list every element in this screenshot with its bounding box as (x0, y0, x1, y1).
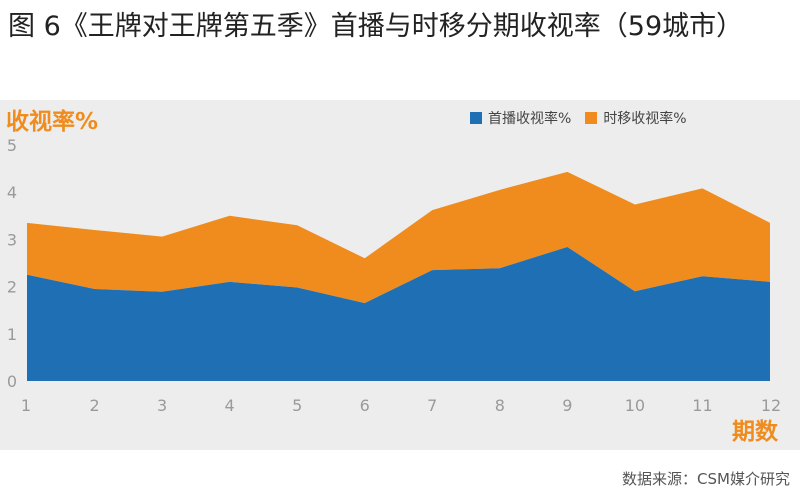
area-first-broadcast (27, 246, 770, 381)
x-tick-label: 6 (360, 396, 370, 415)
x-tick-label: 3 (157, 396, 167, 415)
x-tick-label: 7 (427, 396, 437, 415)
x-tick-label: 5 (292, 396, 302, 415)
y-tick-label: 0 (7, 372, 17, 391)
legend: 首播收视率% 时移收视率% (470, 108, 687, 128)
x-tick-label: 11 (692, 396, 712, 415)
legend-label-first-broadcast: 首播收视率% (488, 111, 572, 127)
y-tick-label: 1 (7, 325, 17, 344)
y-tick-label: 2 (7, 278, 17, 297)
legend-item-first-broadcast: 首播收视率% (470, 108, 571, 128)
x-axis-label: 期数 (732, 419, 778, 445)
legend-item-timeshift: 时移收视率% (585, 108, 687, 128)
data-source: 数据来源：CSM媒介研究 (622, 470, 790, 488)
x-tick-label: 12 (761, 396, 781, 415)
x-tick-label: 8 (495, 396, 505, 415)
x-tick-label: 1 (21, 396, 31, 415)
x-tick-label: 10 (625, 396, 645, 415)
y-tick-label: 4 (7, 183, 17, 202)
chart-title: 图 6《王牌对王牌第五季》首播与时移分期收视率（59城市） (8, 11, 744, 42)
legend-swatch-timeshift (585, 112, 598, 124)
y-axis-label: 收视率% (6, 109, 99, 135)
area-timeshift (27, 171, 770, 304)
legend-swatch-first-broadcast (470, 112, 482, 124)
x-tick-label: 2 (89, 396, 99, 415)
x-tick-label: 9 (562, 396, 572, 415)
y-tick-label: 3 (7, 230, 17, 249)
y-tick-label: 5 (7, 136, 17, 155)
legend-label-timeshift: 时移收视率% (603, 111, 687, 127)
x-tick-label: 4 (225, 396, 235, 415)
